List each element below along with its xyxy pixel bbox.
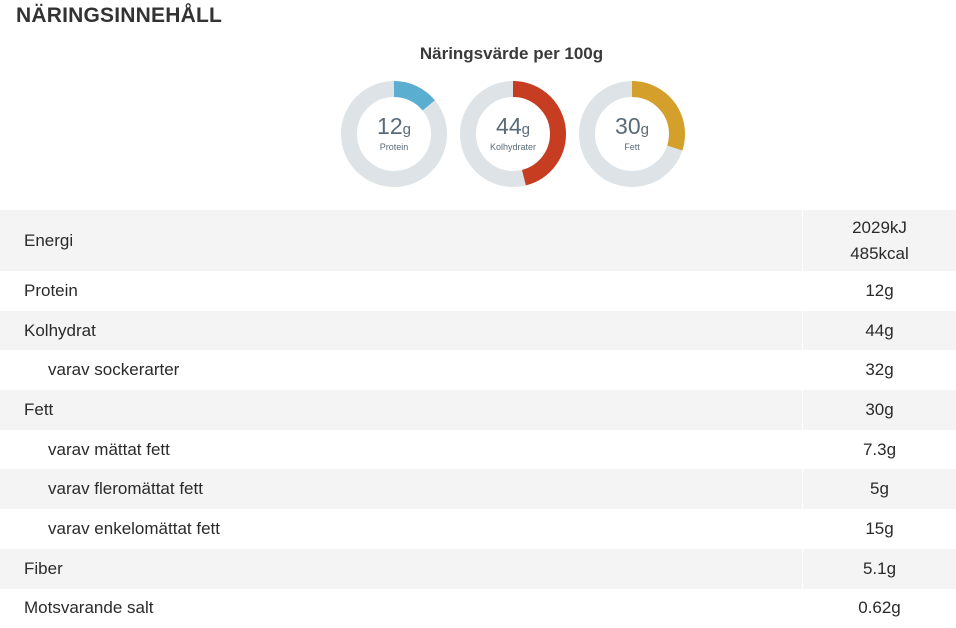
table-row: Protein 12g [0,271,956,311]
nutrition-table: Energi 2029kJ 485kcal Protein 12g Kolhyd… [0,210,956,628]
donut-label: Fett [624,142,640,152]
donut-label: Protein [380,142,409,152]
row-label: Fiber [0,549,803,589]
row-label: Energi [0,210,803,271]
table-row: Fett 30g [0,390,956,430]
donut-amount: 12g [377,114,411,142]
row-value: 7.3g [803,430,956,470]
table-row: varav fleromättat fett 5g [0,469,956,509]
donut-fett: 30g Fett [578,80,686,188]
row-label: varav sockerarter [0,350,803,390]
row-label: Kolhydrat [0,311,803,351]
row-value: 12g [803,271,956,311]
row-value: 5g [803,469,956,509]
row-value: 30g [803,390,956,430]
row-label: Protein [0,271,803,311]
table-row: varav mättat fett 7.3g [0,430,956,470]
row-value: 15g [803,509,956,549]
row-label: varav enkelomättat fett [0,509,803,549]
donut-amount: 44g [496,114,530,142]
table-row: Energi 2029kJ 485kcal [0,210,956,271]
donut-label: Kolhydrater [490,142,536,152]
row-value: 32g [803,350,956,390]
table-row: Kolhydrat 44g [0,311,956,351]
table-row: varav enkelomättat fett 15g [0,509,956,549]
row-value: 2029kJ 485kcal [803,210,956,271]
row-label: Motsvarande salt [0,589,803,628]
table-row: varav sockerarter 32g [0,350,956,390]
chart-heading: Näringsvärde per 100g [0,44,956,64]
donut-kolhydrater: 44g Kolhydrater [459,80,567,188]
table-row: Fiber 5.1g [0,549,956,589]
table-row: Motsvarande salt 0.62g [0,589,956,628]
donut-protein: 12g Protein [340,80,448,188]
row-value: 44g [803,311,956,351]
row-value: 0.62g [803,589,956,628]
donut-amount: 30g [615,114,649,142]
row-label: Fett [0,390,803,430]
section-title: NÄRINGSINNEHÅLL [16,4,222,28]
row-value: 5.1g [803,549,956,589]
row-label: varav fleromättat fett [0,469,803,509]
row-label: varav mättat fett [0,430,803,470]
